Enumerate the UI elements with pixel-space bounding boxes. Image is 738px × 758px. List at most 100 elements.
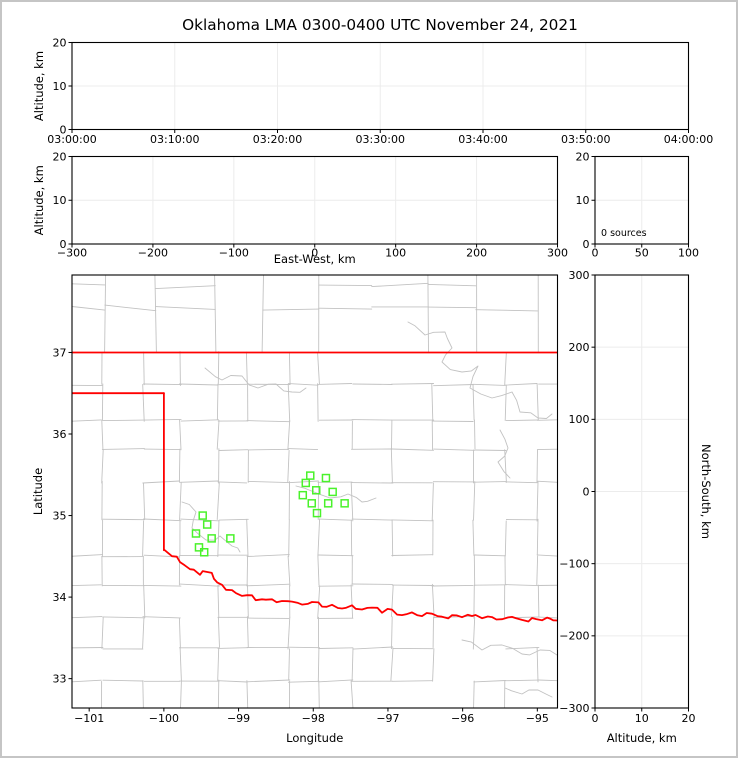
county-boundary [247,448,290,451]
county-boundary [391,554,434,556]
tick-label: −200 [138,247,168,260]
figure-title: Oklahoma LMA 0300-0400 UTC November 24, … [182,16,578,34]
county-boundary [504,352,507,386]
county-boundary [288,383,319,386]
county-boundary [537,584,540,618]
county-boundary [179,583,220,587]
county-boundary [142,480,180,484]
panel-ns-height: 0 10 20 300 200 100 0 −100 −200 −300 Altitude, km N… [559,269,713,745]
county-boundary [246,679,291,683]
river-boundary [295,485,377,503]
tick-label: 0 [60,123,67,136]
county-boundary [473,680,506,683]
county-boundary [536,383,539,421]
county-boundary [102,616,146,619]
river-boundary [181,501,241,553]
tick-label: 03:40:00 [458,133,507,146]
county-boundary [247,584,249,618]
county-boundary [262,308,320,311]
county-boundary [504,385,507,421]
county-boundary [317,518,321,557]
lma-source-marker [199,548,209,557]
county-boundary [72,554,104,557]
county-boundary [473,383,506,386]
county-boundary [288,448,319,451]
county-boundary [287,646,320,649]
county-boundary [318,518,353,521]
county-boundary [287,420,291,451]
tick-label: 100 [385,247,406,260]
tick-label: −97 [376,712,399,725]
county-boundary [317,555,320,586]
river-boundary [204,367,307,393]
county-boundary [246,554,290,557]
river-boundary [407,321,553,419]
county-boundary [178,617,181,649]
county-boundary [318,284,373,287]
county-boundary [352,646,394,650]
tick-label: 10 [576,194,590,207]
tick-label: 200 [569,341,590,354]
county-boundary [143,482,146,520]
county-boundary [179,481,182,521]
county-boundary [318,679,354,683]
county-boundary [475,309,539,312]
tick-label: 300 [547,247,568,260]
river-boundary [461,639,558,656]
county-boundary [217,481,248,484]
county-boundary [536,481,539,522]
county-boundary [390,647,394,681]
y-axis-label: Latitude [31,468,45,515]
tick-label: 0 [583,238,590,251]
panel-altitude-histogram: 0 50 100 0 10 20 0 sources [576,150,700,259]
county-boundary [536,419,558,421]
county-boundary [391,616,393,650]
county-boundary [102,679,144,682]
county-boundary [427,275,429,353]
county-boundary [391,519,394,557]
county-boundary [178,383,219,386]
lma-source-marker [307,499,317,508]
tick-label: −100 [559,557,589,570]
county-boundary [246,518,249,557]
county-boundary [432,648,435,682]
county-boundary [246,555,249,587]
tick-label: 03:50:00 [561,133,610,146]
county-boundary [142,680,144,708]
county-boundary [350,584,354,619]
county-boundary [536,518,539,556]
county-boundary [538,616,558,619]
county-boundary [472,481,507,483]
county-boundary [104,304,157,312]
county-boundary [72,679,102,683]
lma-source-marker [226,534,235,543]
tick-label: 33 [53,672,67,685]
county-boundary [427,283,477,287]
lma-source-marker [306,471,315,480]
lma-source-marker [321,473,331,483]
map-interior [72,275,558,708]
county-boundary [473,680,475,708]
county-boundary [104,275,107,353]
county-boundary [536,555,539,586]
county-boundary [318,307,373,310]
county-boundary [246,680,249,708]
lma-source-marker [311,486,321,495]
tick-label: −101 [74,712,104,725]
y-axis-label: Altitude, km [32,51,46,121]
county-boundary [474,449,507,451]
county-boundary [536,647,539,683]
county-boundary [392,680,433,682]
tick-label: 03:30:00 [356,133,405,146]
county-boundary [101,420,104,450]
tick-label: 36 [53,428,67,441]
tick-label: −98 [302,712,325,725]
county-boundary [180,680,182,708]
county-boundary [391,448,434,451]
panel-frame [71,274,559,709]
county-boundary [536,448,558,451]
county-boundary [288,351,291,385]
tick-label: 10 [53,194,67,207]
county-boundary [288,480,319,484]
